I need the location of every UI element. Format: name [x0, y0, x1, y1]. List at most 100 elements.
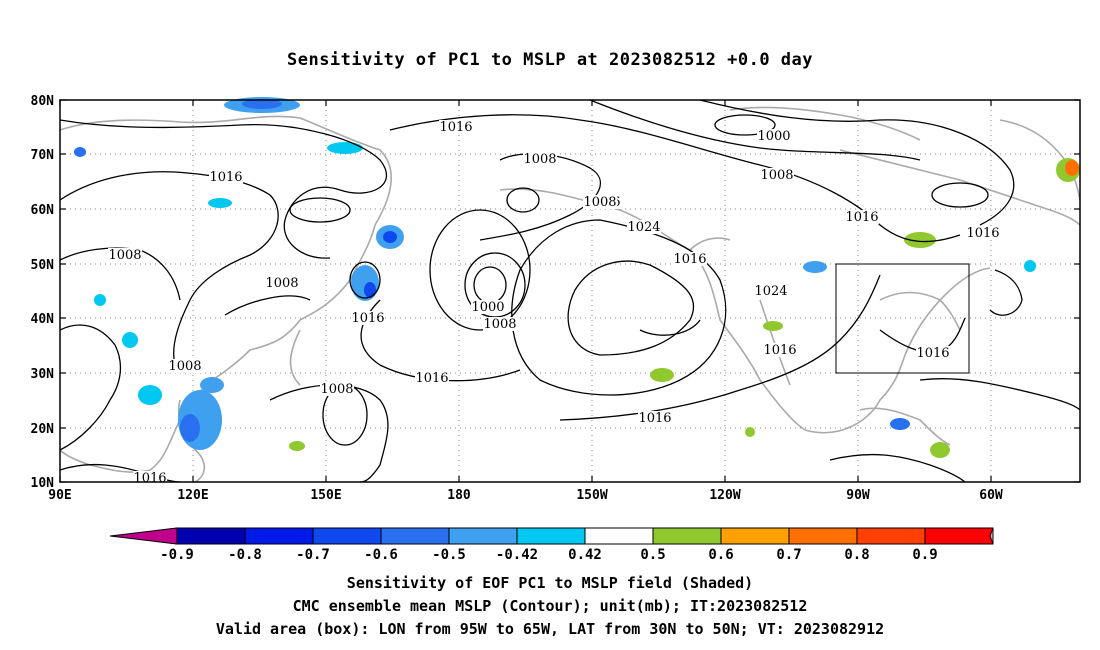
colorbar-swatch	[244, 527, 314, 545]
colorbar-label: 0.5	[640, 547, 665, 563]
contour-label-bg	[209, 170, 243, 184]
contour-label: 1016	[916, 346, 949, 361]
lon-tick-label: 90E	[48, 488, 71, 503]
colorbar-label: -0.7	[296, 547, 330, 563]
caption-line-2: CMC ensemble mean MSLP (Contour); unit(m…	[292, 597, 808, 615]
contour-label: 1008	[265, 276, 298, 291]
lon-tick-label: 180	[447, 488, 471, 503]
lon-tick-label: 150W	[576, 488, 607, 503]
caption-line-1: Sensitivity of EOF PC1 to MSLP field (Sh…	[346, 574, 754, 592]
colorbar-label: -0.9	[160, 547, 194, 563]
contour-label: 1008	[583, 195, 616, 210]
contour-label: 1008	[108, 248, 141, 263]
colorbar-label: -0.6	[364, 547, 398, 563]
colorbar-label: 0.7	[776, 547, 801, 563]
lat-tick-label: 70N	[31, 148, 55, 163]
contour-label-bg	[916, 346, 950, 360]
colorbar-label: 0.42	[568, 547, 602, 563]
contour-label: 1016	[415, 371, 448, 386]
lon-tick-label: 120W	[709, 488, 740, 503]
lon-tick-label: 60W	[979, 488, 1003, 503]
colorbar-label: 0.6	[708, 547, 733, 563]
contour-label: 1000	[757, 129, 790, 144]
lat-tick-label: 30N	[31, 367, 55, 382]
colorbar-max-arrow	[989, 527, 994, 545]
colorbar-label: 0.8	[844, 547, 869, 563]
sensitivity-shading	[74, 97, 1080, 458]
lat-tick-label: 40N	[31, 312, 55, 327]
colorbar: -0.9 -0.8 -0.7 -0.6 -0.5 -0.42 0.42 0.5 0.6 0.7 0.…	[109, 527, 994, 563]
contour-label-bg	[583, 195, 617, 209]
contour-label: 1016	[351, 311, 384, 326]
lat-tick-label: 60N	[31, 203, 55, 218]
contour-label: 1008	[483, 317, 516, 332]
lon-tick-label: 150E	[310, 488, 341, 503]
contour-label-bg	[638, 411, 672, 425]
lat-tick-label: 10N	[31, 476, 55, 491]
contour-label: 1008	[523, 152, 556, 167]
colorbar-swatch	[856, 527, 926, 545]
contour-label: 1016	[966, 226, 999, 241]
lon-tick-label: 120E	[177, 488, 208, 503]
lat-tick-label: 20N	[31, 422, 55, 437]
valid-area-box	[835, 263, 970, 374]
contour-label-bg	[523, 152, 557, 166]
colorbar-swatch	[516, 527, 586, 545]
lat-tick-label: 50N	[31, 258, 55, 273]
contour-label-bg	[351, 311, 385, 325]
contour-label-bg	[439, 120, 473, 134]
contour-label-bg	[845, 210, 879, 224]
mslp-contours	[59, 99, 1081, 483]
contour-label-bg	[673, 252, 707, 266]
colorbar-swatch	[380, 527, 450, 545]
chart-title: Sensitivity of PC1 to MSLP at 2023082512…	[286, 50, 813, 70]
contour-label: 1008	[320, 382, 353, 397]
colorbar-min-arrow	[109, 527, 178, 545]
contour-label: 1008	[760, 168, 793, 183]
contour-label-bg	[415, 371, 449, 385]
contour-label: 1016	[673, 252, 706, 267]
colorbar-swatch	[720, 527, 790, 545]
lon-tick-label: 90W	[846, 488, 870, 503]
contour-label: 1024	[627, 220, 660, 235]
colorbar-swatch	[584, 527, 654, 545]
caption-line-3: Valid area (box): LON from 95W to 65W, L…	[215, 620, 885, 638]
contour-label: 1016	[845, 210, 878, 225]
contour-label: 1016	[133, 471, 166, 486]
contour-label-bg	[168, 359, 202, 373]
contour-label-bg	[763, 343, 797, 357]
contour-label-bg	[627, 220, 661, 234]
contour-label-bg	[760, 168, 794, 182]
coastlines	[59, 106, 1081, 483]
colorbar-swatch	[652, 527, 722, 545]
contour-label-bg	[754, 284, 788, 298]
colorbar-swatch	[312, 527, 382, 545]
colorbar-swatch	[448, 527, 518, 545]
contour-label-bg	[483, 317, 517, 331]
contour-label: 1016	[209, 170, 242, 185]
contour-label: 1016	[439, 120, 472, 135]
contour-labels: 1016 1016 1000 1008 1008 1016 1016 1024 1016 1008…	[108, 120, 1000, 486]
contour-label-bg	[108, 248, 142, 262]
colorbar-swatch	[176, 527, 246, 545]
colorbar-label: 0.9	[912, 547, 937, 563]
contour-label: 1008	[168, 359, 201, 374]
colorbar-swatch	[924, 527, 994, 545]
lat-tick-label: 80N	[31, 94, 55, 109]
contour-label-bg	[265, 276, 299, 290]
contour-label: 1016	[763, 343, 796, 358]
colorbar-swatch	[788, 527, 858, 545]
colorbar-label: -0.5	[432, 547, 466, 563]
contour-label-bg	[471, 300, 505, 314]
colorbar-label: -0.42	[496, 547, 538, 563]
contour-label: 1016	[638, 411, 671, 426]
contour-label-bg	[320, 382, 354, 396]
contour-label: 1024	[754, 284, 787, 299]
colorbar-label: -0.8	[228, 547, 262, 563]
contour-label: 1000	[471, 300, 504, 315]
contour-label-bg	[966, 226, 1000, 240]
map-frame	[59, 99, 1081, 483]
contour-label-bg	[757, 129, 791, 143]
